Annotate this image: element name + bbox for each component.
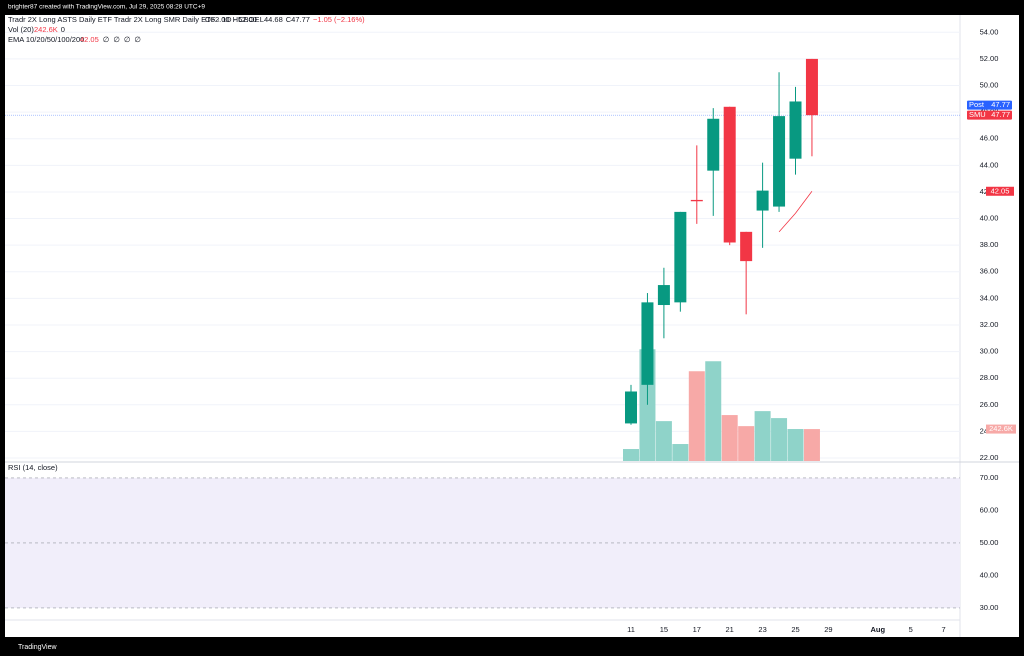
volume-bar bbox=[787, 429, 804, 461]
legend-value: 242.6K bbox=[34, 25, 58, 34]
y-tick-label: 40.00 bbox=[980, 214, 999, 223]
volume-bar bbox=[655, 421, 672, 461]
volume-bar bbox=[623, 449, 639, 461]
y-tick-label: 30.00 bbox=[980, 347, 999, 356]
legend-value: −1.05 (−2.16%) bbox=[313, 15, 365, 24]
volume-bar bbox=[672, 444, 689, 461]
x-tick-label: 7 bbox=[941, 625, 945, 634]
y-tick-label: 30.00 bbox=[980, 603, 999, 612]
y-tick-label: 50.00 bbox=[980, 538, 999, 547]
y-tick-label: 54.00 bbox=[980, 27, 999, 36]
legend-ohlc: O52.00 H52.00 L44.68 C47.77 −1.05 (−2.16%) bbox=[205, 15, 365, 24]
x-tick-label: Aug bbox=[870, 625, 885, 634]
y-tick-label: 40.00 bbox=[980, 570, 999, 579]
x-tick-label: 15 bbox=[660, 625, 668, 634]
candle-body bbox=[740, 231, 753, 262]
y-tick-label: 22.00 bbox=[980, 453, 999, 462]
legend-value: 42.05 bbox=[80, 35, 99, 44]
legend-title: Tradr 2X Long ASTS Daily ETF Tradr 2X Lo… bbox=[8, 15, 259, 24]
ema-line bbox=[778, 191, 813, 233]
y-tick-label: 38.00 bbox=[980, 240, 999, 249]
volume-bar bbox=[754, 411, 771, 461]
volume-tag bbox=[986, 424, 1016, 434]
rsi-band bbox=[5, 477, 960, 608]
x-tick-label: 29 bbox=[824, 625, 832, 634]
candle-body bbox=[641, 302, 654, 385]
y-tick-label: 46.00 bbox=[980, 134, 999, 143]
candle-body bbox=[707, 118, 720, 171]
candle-body bbox=[723, 106, 736, 243]
x-tick-label: 17 bbox=[693, 625, 701, 634]
ema-tag bbox=[986, 186, 1014, 196]
y-tick-label: 32.00 bbox=[980, 320, 999, 329]
candle-body bbox=[690, 199, 703, 202]
legend-value: ∅ bbox=[134, 35, 141, 44]
x-tick-label: 23 bbox=[758, 625, 766, 634]
price-tag-name: Post bbox=[969, 100, 985, 109]
y-tick-label: 26.00 bbox=[980, 400, 999, 409]
legend-value: ∅ bbox=[124, 35, 131, 44]
candle-body bbox=[805, 58, 818, 116]
x-tick-label: 25 bbox=[791, 625, 799, 634]
legend-value: ∅ bbox=[113, 35, 120, 44]
legend-value: H52.00 bbox=[233, 15, 257, 24]
y-tick-label: 34.00 bbox=[980, 293, 999, 302]
volume-bar bbox=[705, 361, 722, 461]
legend-value: C47.77 bbox=[286, 15, 310, 24]
x-tick-label: 11 bbox=[627, 625, 635, 634]
y-tick-label: 70.00 bbox=[980, 473, 999, 482]
footer: TradingView bbox=[18, 644, 57, 651]
legend-volume: Vol (20) bbox=[8, 25, 34, 34]
price-tag-value: 47.77 bbox=[991, 110, 1010, 119]
candle-body bbox=[657, 285, 670, 306]
y-tick-label: 50.00 bbox=[980, 80, 999, 89]
legend-volume-values: 242.6K 0 bbox=[34, 25, 65, 34]
price-tag-name: SMU bbox=[969, 110, 986, 119]
legend-value: ∅ bbox=[103, 35, 110, 44]
price-tag bbox=[967, 100, 1012, 110]
price-tag-value: 47.77 bbox=[991, 100, 1010, 109]
volume-bar bbox=[721, 415, 738, 461]
volume-tag-label: 242.6K bbox=[989, 424, 1013, 433]
legend-ema-values: 42.05 ∅ ∅ ∅ ∅ bbox=[80, 35, 141, 44]
candle-body bbox=[674, 211, 687, 303]
volume-bar bbox=[803, 429, 820, 461]
legend-ema: EMA 10/20/50/100/200 bbox=[8, 35, 84, 44]
y-tick-label: 36.00 bbox=[980, 267, 999, 276]
legend-value: 0 bbox=[61, 25, 65, 34]
volume-bar bbox=[738, 426, 755, 461]
legend-value: L44.68 bbox=[260, 15, 283, 24]
x-tick-label: 21 bbox=[726, 625, 734, 634]
rsi-title: RSI (14, close) bbox=[8, 463, 58, 472]
price-tag bbox=[967, 110, 1012, 120]
header: brighter87 created with TradingView.com,… bbox=[8, 4, 205, 11]
y-tick-label: 52.00 bbox=[980, 54, 999, 63]
y-tick-label: 44.00 bbox=[980, 160, 999, 169]
candle-body bbox=[773, 116, 786, 207]
x-tick-label: 5 bbox=[909, 625, 913, 634]
legend-value: O52.00 bbox=[205, 15, 230, 24]
volume-bar bbox=[688, 371, 705, 461]
y-tick-label: 60.00 bbox=[980, 505, 999, 514]
candle-body bbox=[789, 101, 802, 159]
volume-bar bbox=[771, 418, 788, 461]
y-tick-label: 28.00 bbox=[980, 373, 999, 382]
candle-body bbox=[756, 190, 769, 211]
candle-body bbox=[625, 391, 637, 424]
ema-tag-label: 42.05 bbox=[991, 186, 1010, 195]
